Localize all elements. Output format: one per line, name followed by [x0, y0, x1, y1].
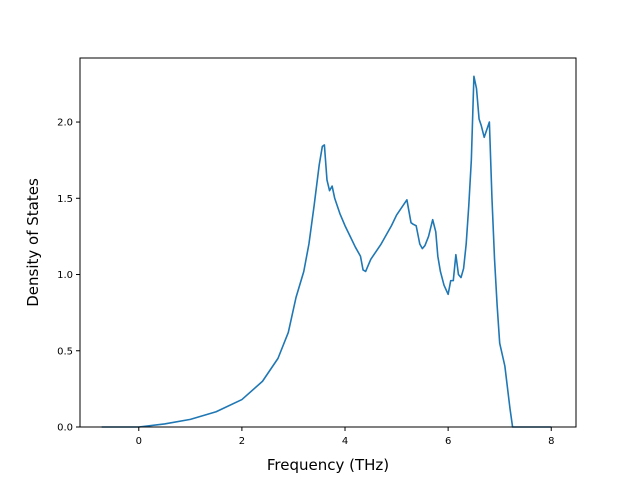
x-tick-label: 8 — [548, 436, 554, 447]
y-tick-label: 2.0 — [57, 118, 73, 129]
x-axis-label: Frequency (THz) — [267, 456, 389, 474]
x-tick-label: 6 — [445, 436, 451, 447]
axes-frame — [79, 57, 577, 428]
y-tick-label: 0.5 — [57, 346, 73, 357]
x-tick-label: 4 — [342, 436, 348, 447]
x-tick-label: 2 — [239, 436, 245, 447]
dos-series-line — [101, 75, 552, 428]
y-tick-label: 1.5 — [57, 194, 73, 205]
plot-area — [80, 58, 576, 427]
x-tick-label: 0 — [136, 436, 142, 447]
y-tick-label: 0.0 — [57, 423, 73, 434]
y-tick-label: 1.0 — [57, 270, 73, 281]
y-axis-label: Density of States — [24, 178, 42, 307]
